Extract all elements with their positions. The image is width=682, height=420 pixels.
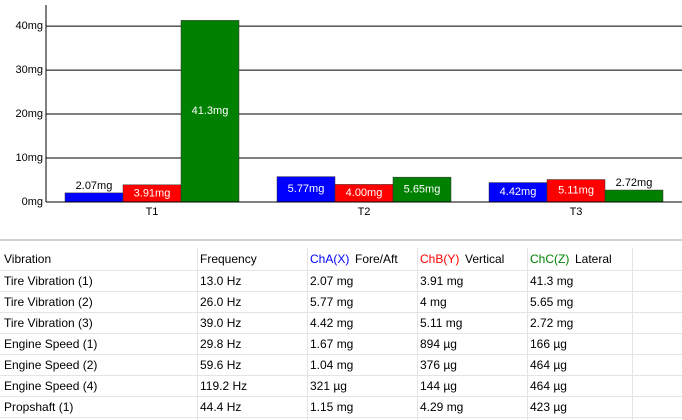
channel-label: Lateral: [575, 252, 612, 266]
table-cell: 1.04 mg: [310, 358, 354, 372]
table-cell: Engine Speed (2): [4, 358, 98, 372]
table-cell: 1.15 mg: [310, 400, 354, 414]
value-label: 5.11mg: [558, 185, 594, 197]
y-tick-label: 20mg: [15, 108, 43, 120]
table-row: Propshaft (1) 44.4 Hz 1.15 mg 4.29 mg 423 µg: [0, 397, 682, 418]
table-cell: 26.0 Hz: [200, 295, 242, 309]
table-cell: 2.72 mg: [530, 316, 574, 330]
table-cell: Engine Speed (4): [4, 379, 98, 393]
table-cell: 29.8 Hz: [200, 337, 242, 351]
chart-background: [0, 0, 682, 240]
table-cell: 423 µg: [530, 400, 567, 414]
x-tick-label: T3: [570, 206, 583, 218]
table-cell: 5.11 mg: [420, 316, 463, 330]
table-cell: 4 mg: [420, 295, 447, 309]
table-cell: 44.4 Hz: [200, 400, 242, 414]
column-divider: [307, 248, 308, 420]
bar: [64, 192, 124, 203]
table-row: Engine Speed (4) 119.2 Hz 321 µg 144 µg 464 …: [0, 376, 682, 397]
x-tick-label: T1: [146, 206, 159, 218]
table-cell: 41.3 mg: [530, 274, 574, 288]
x-tick-label: T2: [358, 206, 371, 218]
column-divider: [632, 248, 633, 420]
value-label: 4.42mg: [500, 186, 537, 198]
column-header: Vibration: [4, 252, 52, 266]
table-cell: 5.65 mg: [530, 295, 574, 309]
table-cell: 321 µg: [310, 379, 347, 393]
table-row: Engine Speed (2) 59.6 Hz 1.04 mg 376 µg 464 …: [0, 355, 682, 376]
table-cell: Tire Vibration (1): [4, 274, 93, 288]
table-row: Engine Speed (1) 29.8 Hz 1.67 mg 894 µg 166 …: [0, 334, 682, 355]
bar: [604, 189, 664, 203]
value-label: 4.00mg: [346, 187, 383, 199]
value-label: 2.72mg: [616, 177, 653, 189]
table: Vibration Frequency ChA(X) Fore/Aft ChB(Y) Ve…: [0, 248, 682, 418]
chart: 0mg 10mg 20mg 30mg 40mg T1 2.07mg 3.91mg 41.3mg T…: [0, 0, 682, 241]
table-cell: 13.0 Hz: [200, 274, 242, 288]
header-row: Vibration Frequency ChA(X) Fore/Aft ChB(Y) Ve…: [0, 248, 682, 271]
y-tick-label: 10mg: [15, 152, 43, 164]
table-cell: 119.2 Hz: [200, 379, 248, 393]
table-cell: 166 µg: [530, 337, 567, 351]
column-divider: [197, 248, 198, 420]
value-label: 2.07mg: [76, 180, 113, 192]
bar: [180, 20, 240, 203]
table-cell: 5.77 mg: [310, 295, 354, 309]
table-row: Tire Vibration (1) 13.0 Hz 2.07 mg 3.91 mg 4…: [0, 271, 682, 292]
channel-label: Vertical: [465, 252, 505, 266]
value-label: 3.91mg: [134, 187, 171, 199]
table-cell: 894 µg: [420, 337, 457, 351]
table-cell: 464 µg: [530, 379, 567, 393]
table-cell: 1.67 mg: [310, 337, 354, 351]
value-label: 5.65mg: [404, 183, 441, 195]
y-tick-label: 40mg: [15, 20, 43, 32]
table-cell: 3.91 mg: [420, 274, 464, 288]
table-cell: 4.42 mg: [310, 316, 354, 330]
table-cell: 2.07 mg: [310, 274, 354, 288]
column-header: Frequency: [200, 252, 257, 266]
channel-label: Fore/Aft: [355, 252, 398, 266]
y-tick-label: 30mg: [15, 64, 43, 76]
table-cell: Tire Vibration (2): [4, 295, 93, 309]
table-cell: Tire Vibration (3): [4, 316, 93, 330]
table-cell: 39.0 Hz: [200, 316, 242, 330]
bar: [392, 176, 452, 203]
y-tick-label: 0mg: [22, 196, 43, 208]
table-row: Tire Vibration (3) 39.0 Hz 4.42 mg 5.11 mg 2…: [0, 313, 682, 334]
table-cell: Engine Speed (1): [4, 337, 98, 351]
channel-name: ChB(Y): [420, 252, 460, 266]
table-cell: 144 µg: [420, 379, 457, 393]
table-cell: Propshaft (1): [4, 400, 74, 414]
table-cell: 4.29 mg: [420, 400, 464, 414]
table-cell: 464 µg: [530, 358, 567, 372]
value-label: 41.3mg: [192, 105, 229, 117]
table-cell: 59.6 Hz: [200, 358, 242, 372]
column-divider: [417, 248, 418, 420]
bar: [276, 176, 336, 203]
channel-name: ChA(X): [310, 252, 350, 266]
table-cell: 376 µg: [420, 358, 457, 372]
column-divider: [527, 248, 528, 420]
channel-name: ChC(Z): [530, 252, 570, 266]
value-label: 5.77mg: [288, 183, 325, 195]
table-row: Tire Vibration (2) 26.0 Hz 5.77 mg 4 mg 5.65…: [0, 292, 682, 313]
